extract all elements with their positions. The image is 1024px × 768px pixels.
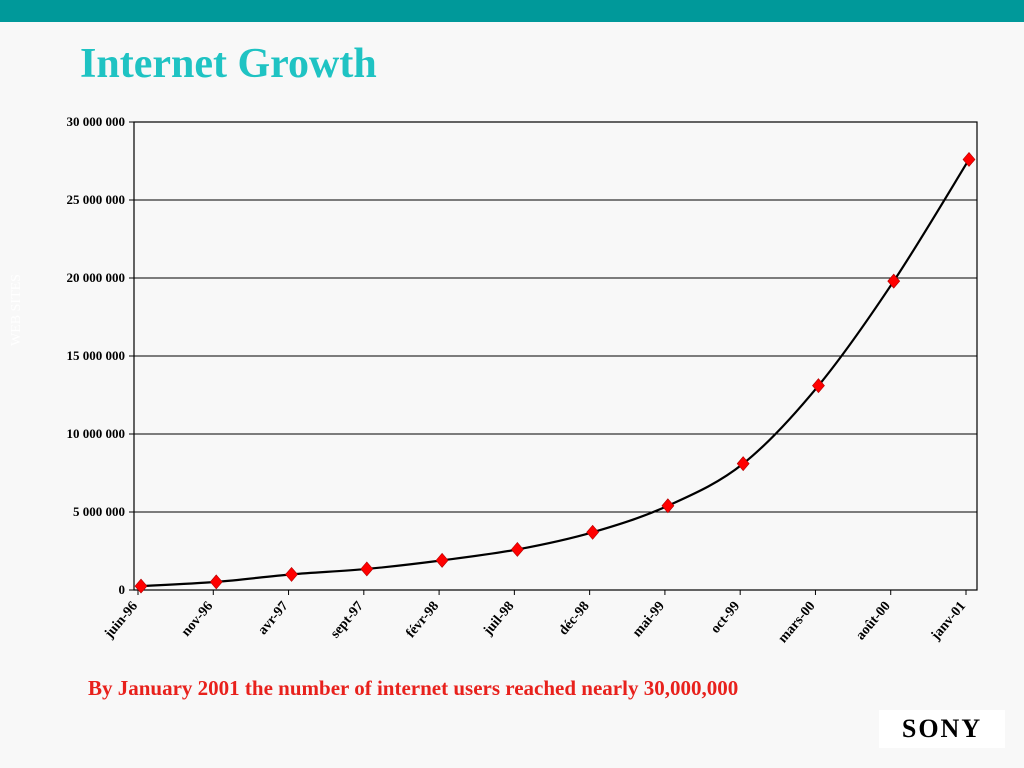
x-axis-ticks: juin-96 nov-96 avr-97 sept-97 févr-98 juil-98… [101, 590, 969, 646]
data-point-marker [661, 498, 675, 514]
x-tick-label: janv-01 [928, 599, 969, 644]
y-tick-label: 25 000 000 [67, 192, 126, 207]
x-tick-label: mai-99 [630, 599, 668, 640]
data-point-marker [962, 151, 976, 167]
y-tick-label: 15 000 000 [67, 348, 126, 363]
y-tick-label: 30 000 000 [67, 114, 126, 129]
data-point-marker [209, 574, 223, 590]
x-tick-label: déc-98 [556, 599, 592, 638]
data-point-marker [360, 561, 374, 577]
data-point-marker [586, 524, 600, 540]
y-tick-label: 5 000 000 [73, 504, 125, 519]
x-tick-label: oct-99 [708, 599, 743, 637]
slide-caption: By January 2001 the number of internet u… [88, 676, 739, 700]
x-tick-label: août-00 [853, 599, 893, 643]
top-accent-bar [0, 0, 1024, 22]
x-tick-label: sept-97 [328, 599, 367, 641]
y-tick-label: 0 [119, 582, 126, 597]
data-point-marker [134, 578, 148, 594]
logo-text: SONY [901, 714, 983, 743]
y-axis-ticks: 0 5 000 000 10 000 000 15 000 000 20 000 000… [67, 114, 134, 597]
data-point-marker [285, 566, 298, 582]
sony-logo: SONY [879, 710, 1005, 748]
data-point-marker [736, 456, 750, 472]
x-tick-label: juil-98 [480, 599, 517, 639]
data-point-marker [887, 273, 901, 289]
data-point-marker [812, 378, 825, 394]
y-tick-label: 20 000 000 [67, 270, 126, 285]
x-tick-label: févr-98 [404, 599, 443, 641]
series-layer [134, 151, 976, 594]
y-tick-label: 10 000 000 [67, 426, 126, 441]
series-line [140, 158, 970, 588]
x-tick-label: avr-97 [255, 599, 291, 638]
data-point-marker [510, 541, 524, 557]
x-tick-label: juin-96 [101, 599, 141, 642]
x-tick-label: nov-96 [179, 599, 216, 640]
slide-title: Internet Growth [80, 41, 377, 87]
y-axis-label: WEB SITES [9, 274, 24, 346]
data-point-marker [435, 552, 449, 568]
x-tick-label: mars-00 [776, 599, 819, 646]
gridlines [134, 199, 977, 513]
